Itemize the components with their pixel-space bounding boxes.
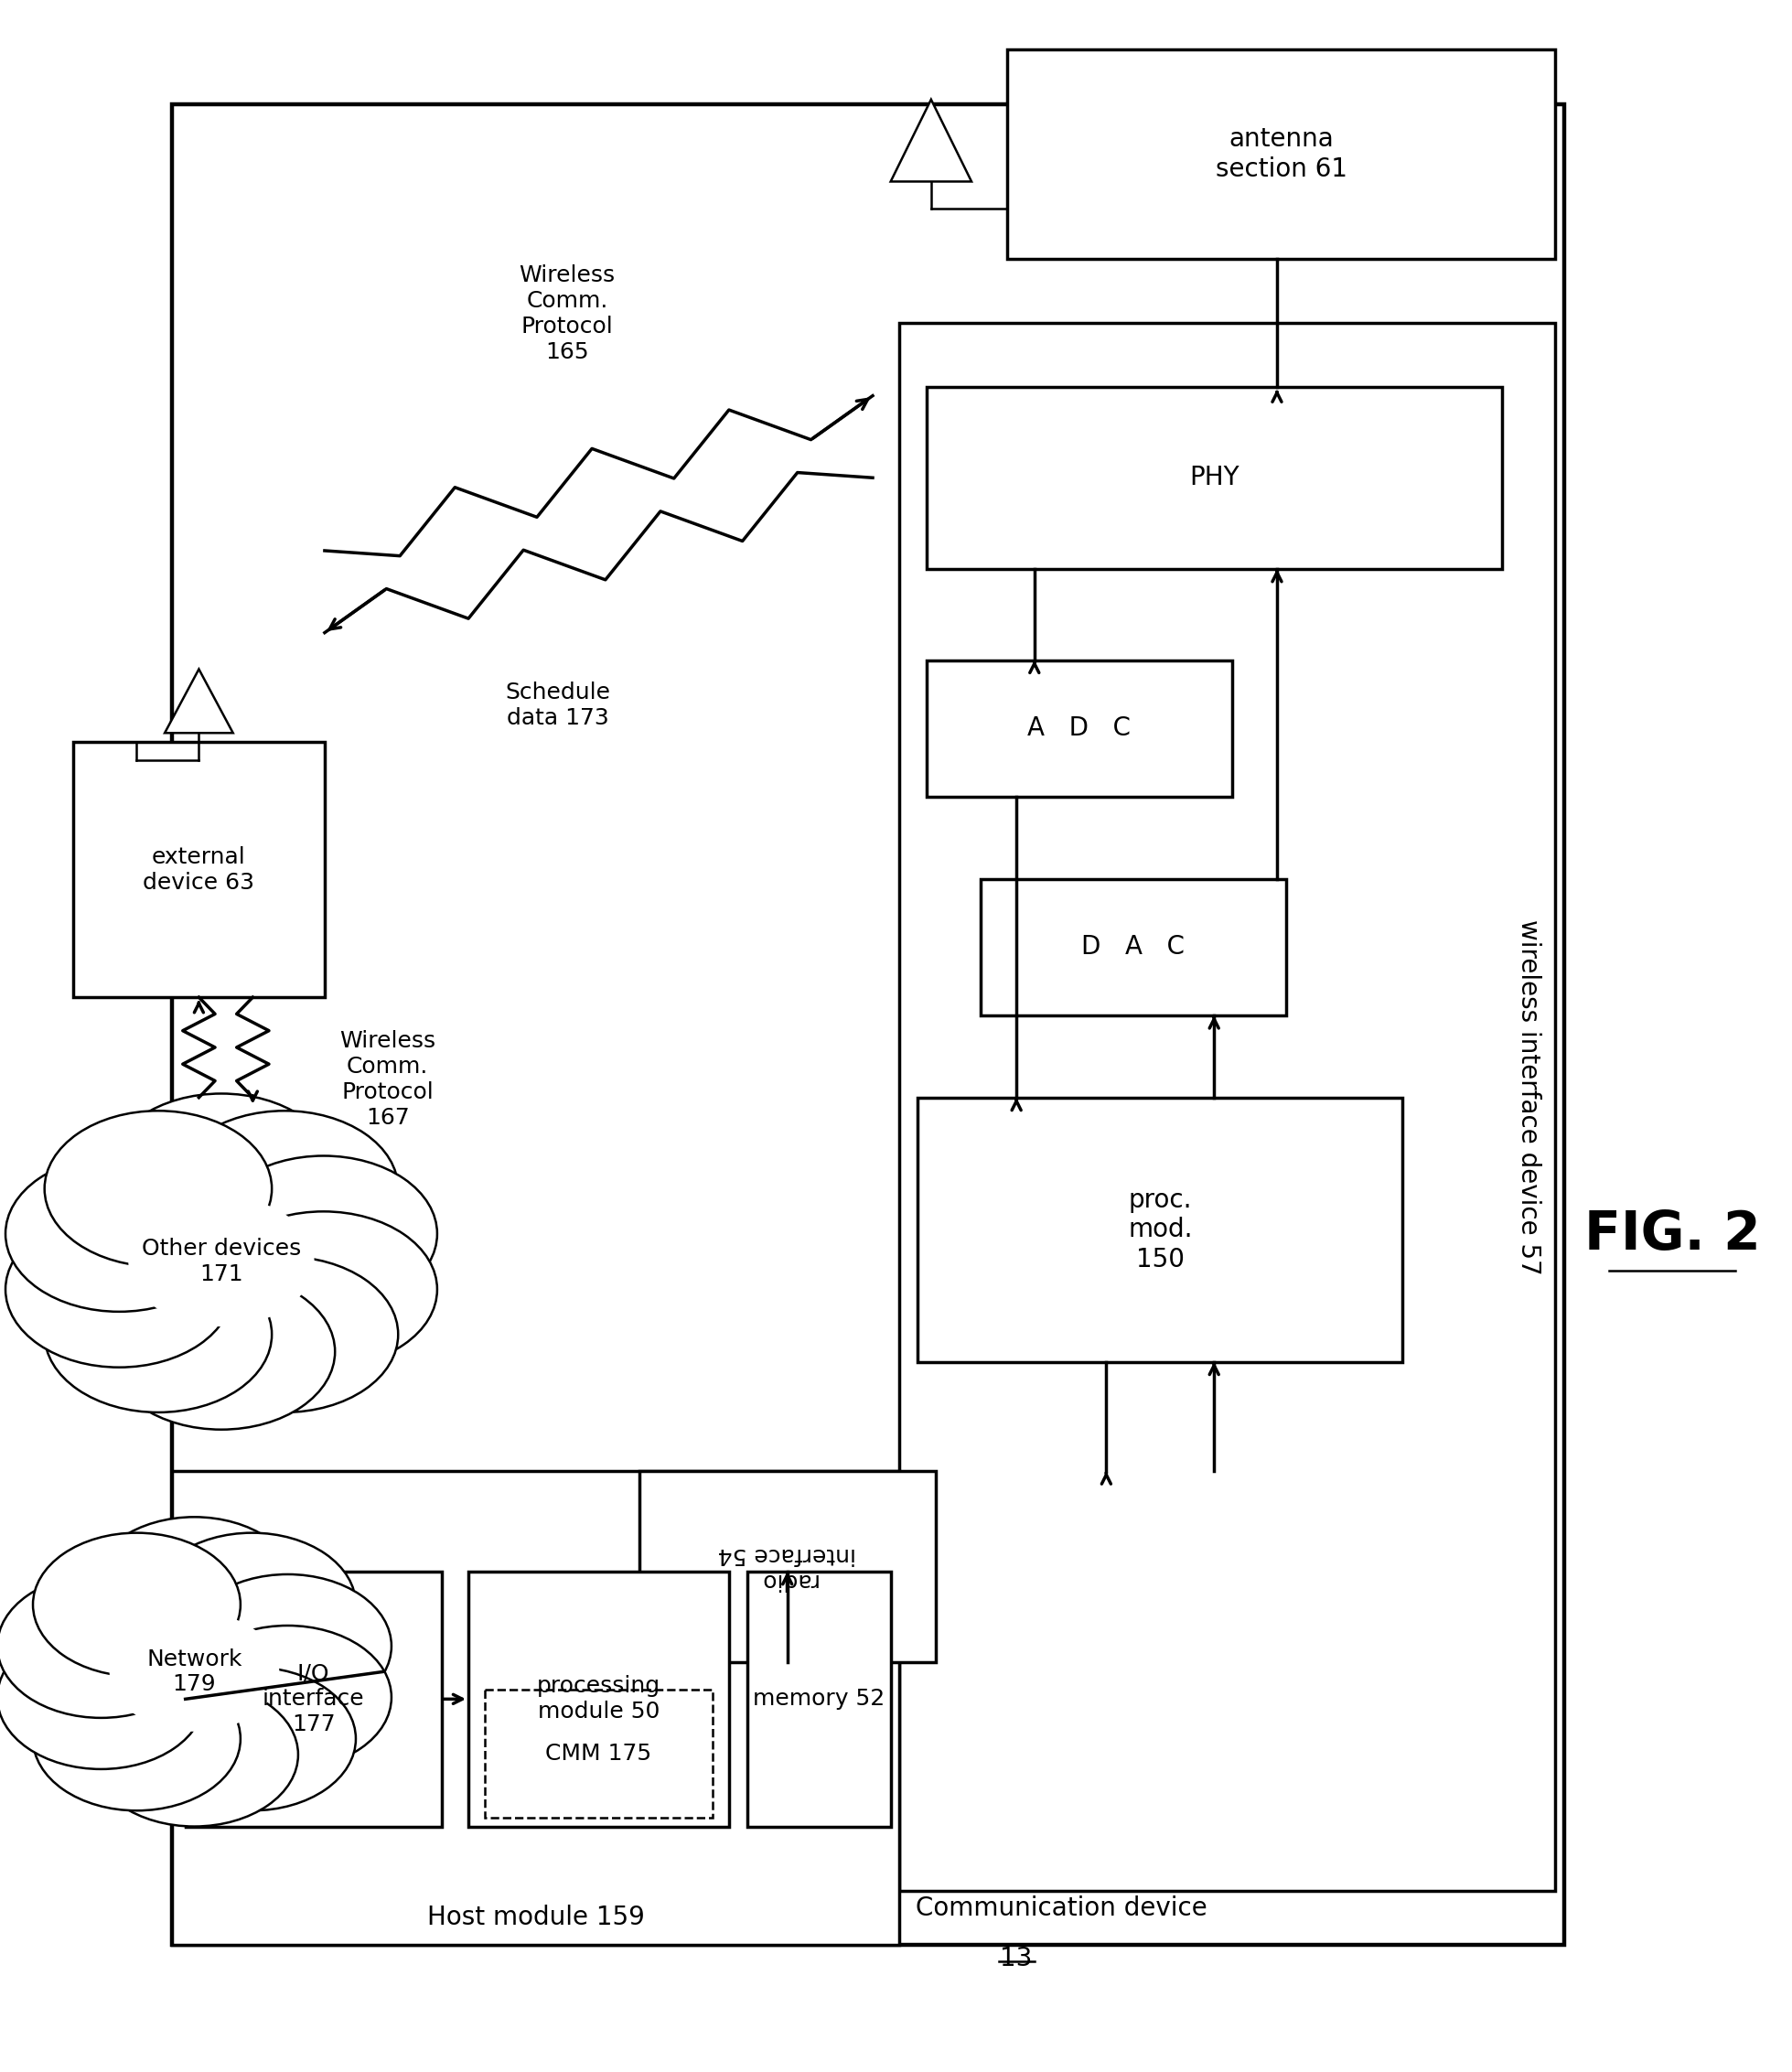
Text: Communication device: Communication device	[916, 1896, 1208, 1921]
Bar	[747, 1571, 891, 1828]
Bar	[73, 742, 324, 997]
Ellipse shape	[45, 1256, 272, 1413]
Bar	[980, 879, 1287, 1015]
Text: D   A   C: D A C	[1082, 934, 1185, 959]
Bar	[185, 1571, 441, 1828]
Ellipse shape	[5, 1212, 233, 1368]
Bar	[172, 1471, 900, 1946]
Text: memory 52: memory 52	[753, 1689, 885, 1709]
Ellipse shape	[91, 1517, 297, 1660]
Ellipse shape	[149, 1668, 357, 1811]
Ellipse shape	[185, 1627, 391, 1769]
Bar	[172, 104, 1564, 1946]
Ellipse shape	[32, 1668, 240, 1811]
Text: antenna
section 61: antenna section 61	[1215, 126, 1348, 182]
Ellipse shape	[170, 1256, 398, 1413]
Text: CMM 175: CMM 175	[545, 1743, 652, 1765]
Text: Host module 159: Host module 159	[426, 1904, 645, 1931]
Text: 13: 13	[1000, 1946, 1032, 1973]
Text: PHY: PHY	[1190, 464, 1238, 491]
Ellipse shape	[32, 1533, 240, 1676]
Ellipse shape	[210, 1212, 437, 1368]
Text: Other devices
171: Other devices 171	[142, 1237, 301, 1285]
Ellipse shape	[45, 1111, 272, 1266]
Ellipse shape	[0, 1575, 204, 1718]
Bar	[900, 323, 1555, 1890]
Ellipse shape	[185, 1575, 391, 1718]
Ellipse shape	[129, 1198, 314, 1326]
Text: wireless interface device 57: wireless interface device 57	[1516, 920, 1541, 1276]
Bar	[1007, 50, 1555, 259]
Ellipse shape	[108, 1094, 335, 1249]
Text: Schedule
data 173: Schedule data 173	[505, 682, 611, 729]
Polygon shape	[165, 669, 233, 733]
Bar	[640, 1471, 935, 1662]
Ellipse shape	[109, 1612, 280, 1732]
Polygon shape	[891, 99, 971, 182]
Text: proc.
mod.
150: proc. mod. 150	[1127, 1187, 1192, 1272]
Bar	[468, 1571, 729, 1828]
Bar	[926, 387, 1502, 570]
Bar	[484, 1691, 713, 1817]
Ellipse shape	[91, 1682, 297, 1825]
Text: processing
module 50: processing module 50	[538, 1676, 661, 1722]
Ellipse shape	[108, 1274, 335, 1430]
Text: Wireless
Comm.
Protocol
167: Wireless Comm. Protocol 167	[339, 1030, 435, 1129]
Ellipse shape	[170, 1111, 398, 1266]
Bar	[918, 1098, 1403, 1361]
Ellipse shape	[0, 1627, 204, 1769]
Ellipse shape	[210, 1156, 437, 1312]
Text: radio
interface 54: radio interface 54	[719, 1544, 857, 1591]
Text: Network
179: Network 179	[147, 1647, 242, 1695]
Text: external
device 63: external device 63	[143, 845, 254, 893]
Ellipse shape	[149, 1533, 357, 1676]
Bar	[926, 661, 1233, 798]
Text: Wireless
Comm.
Protocol
165: Wireless Comm. Protocol 165	[520, 265, 615, 363]
Text: A   D   C: A D C	[1027, 715, 1131, 742]
Text: FIG. 2: FIG. 2	[1584, 1208, 1760, 1260]
Ellipse shape	[5, 1156, 233, 1312]
Text: I/O
interface
177: I/O interface 177	[262, 1662, 364, 1736]
